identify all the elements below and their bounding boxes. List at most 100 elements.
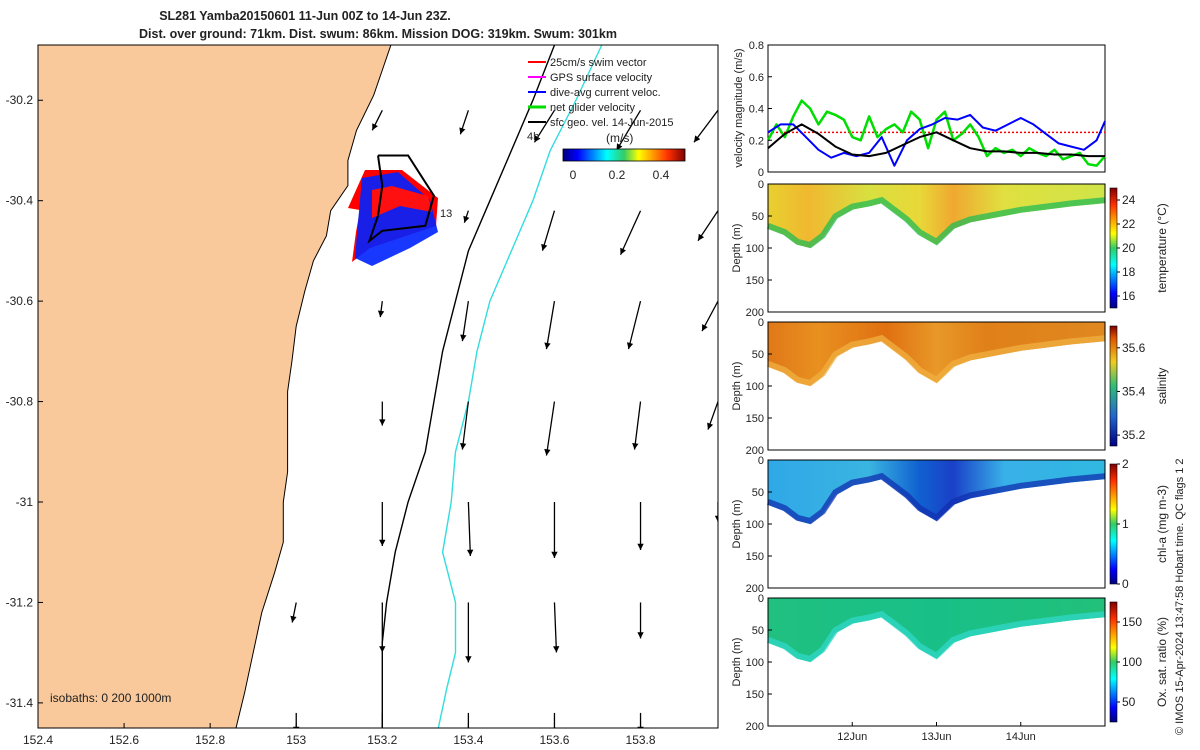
isobath-200m [381,45,556,728]
section-fill-3 [768,598,1105,662]
legend-gps: GPS surface velocity [550,72,653,84]
section-colorbar-1 [1109,325,1118,447]
section-cbar-label-1: salinity [1155,368,1169,405]
geo-vector-18 [707,401,718,430]
velocity-ytick-0: 0 [758,167,764,179]
geo-vector-11 [544,301,556,350]
section-ytick-3-2: 100 [746,657,764,669]
cbar-tick-3-2: 50 [1122,695,1136,709]
cbar-tick-1-1: 35.4 [1122,384,1146,398]
geo-vector-15 [459,401,470,450]
geo-vector-10 [460,301,470,342]
map-xtick-6: 153.6 [539,733,569,747]
velocity-ytick-3: 0.6 [749,72,764,84]
section-ytick-2-1: 50 [752,487,764,499]
section-ytick-2-0: 0 [758,455,764,467]
section-cbar-label-3: Ox. sat. ratio (%) [1155,617,1169,707]
map-colorbar-tick-1: 0.2 [609,168,626,182]
geo-vector-17 [632,401,642,450]
geo-vector-21 [551,502,558,559]
cbar-tick-3-1: 100 [1122,655,1142,669]
map-colorbar-label: (m/s) [606,131,633,145]
map-colorbar-tick-2: 0.4 [653,168,670,182]
section-ytick-1-0: 0 [758,317,764,329]
section-panel-chl-a: 0 50 100 150 200 Depth (m) 2 1 0 chl-a (mg m-3) [731,455,1169,595]
geo-vector-3 [615,109,642,151]
section-ytick-1-1: 50 [752,349,764,361]
geo-vector-8 [697,210,718,242]
map-ytick-4: -31 [16,495,34,509]
velocity-series-2 [767,123,1105,158]
legend-net: net glider velocity [550,102,635,114]
geo-vector-4 [693,109,718,143]
cbar-tick-2-1: 1 [1122,517,1129,531]
geo-vector-12 [626,300,642,350]
geo-vector-23 [714,502,718,523]
geo-vector-5 [463,210,470,223]
time-tick-2: 14Jun [1006,731,1036,743]
section-ytick-0-2: 100 [746,243,764,255]
cbar-tick-0-0: 24 [1122,193,1136,207]
legend-dive: dive-avg current veloc. [550,87,661,99]
map-panel: 152.4 152.6 152.8 153 153.2 153.4 153.6 153.8 -… [6,44,719,747]
map-colorbar-tick-0: 0 [570,168,577,182]
geo-vector-7 [619,210,642,255]
section-ylabel-1: Depth (m) [731,362,743,411]
section-panel-salinity: 0 50 100 150 200 Depth (m) 35.6 35.4 35.2 salinit… [731,317,1169,457]
geo-vector-22 [637,502,644,551]
geo-vector-13 [701,300,718,332]
map-frame [37,44,719,729]
section-cbar-label-0: temperature (°C) [1155,203,1169,293]
velocity-frame [767,44,1106,173]
section-ytick-3-4: 200 [746,721,764,733]
geo-vector-24 [290,602,297,623]
section-ytick-2-4: 200 [746,583,764,595]
map-ytick-0: -30.2 [6,93,34,107]
section-colorbar-0 [1109,187,1118,309]
geo-vector-28 [637,602,644,639]
geo-vector-2 [533,109,556,143]
section-ytick-2-3: 150 [746,551,764,563]
copyright: © IMOS 15-Apr-2024 13:47:58 Hobart time.… [1174,458,1186,735]
map-xtick-3: 153 [286,733,306,747]
velocity-ylabel: velocity magnitude (m/s) [733,48,745,167]
geo-vector-30 [381,712,383,728]
glider-track [367,154,435,244]
section-bottom-edge-3 [766,610,1106,663]
velocity-ytick-4: 0.8 [749,40,764,52]
map-xtick-1: 152.6 [109,733,139,747]
section-cbar-label-2: chl-a (mg m-3) [1155,485,1169,563]
map-ytick-2: -30.6 [6,294,34,308]
section-fill-0 [768,184,1105,248]
cbar-tick-1-2: 35.2 [1122,428,1146,442]
geo-vector-25 [379,602,386,653]
map-ytick-6: -31.4 [6,696,34,710]
section-ytick-3-1: 50 [752,625,764,637]
geo-vector-31 [467,712,470,728]
geo-vector-27 [553,602,560,653]
section-ytick-3-0: 0 [758,593,764,605]
map-y-ticks: -30.2 -30.4 -30.6 -30.8 -31 -31.2 -31.4 [6,93,43,710]
section-ytick-0-0: 0 [758,179,764,191]
annotation-4h: 4h [527,131,539,143]
cbar-tick-3-0: 150 [1122,615,1142,629]
cbar-tick-0-4: 16 [1122,289,1136,303]
section-ytick-1-2: 100 [746,381,764,393]
legend-geo: sfc geo. vel. 14-Jun-2015 [550,117,674,129]
geo-vector-20 [466,501,474,557]
geo-vector-6 [541,210,556,251]
glider-cluster [348,154,438,266]
map-xtick-7: 153.8 [626,733,656,747]
map-legend: 25cm/s swim vector GPS surface velocity … [440,57,686,220]
cbar-tick-2-2: 0 [1122,577,1129,591]
velocity-ytick-2: 0.4 [749,104,764,116]
cbar-tick-0-1: 22 [1122,217,1136,231]
cbar-tick-0-3: 18 [1122,265,1136,279]
section-ytick-0-3: 150 [746,275,764,287]
section-ylabel-2: Depth (m) [731,500,743,549]
cbar-tick-0-2: 20 [1122,241,1136,255]
geo-vector-9 [377,301,385,318]
